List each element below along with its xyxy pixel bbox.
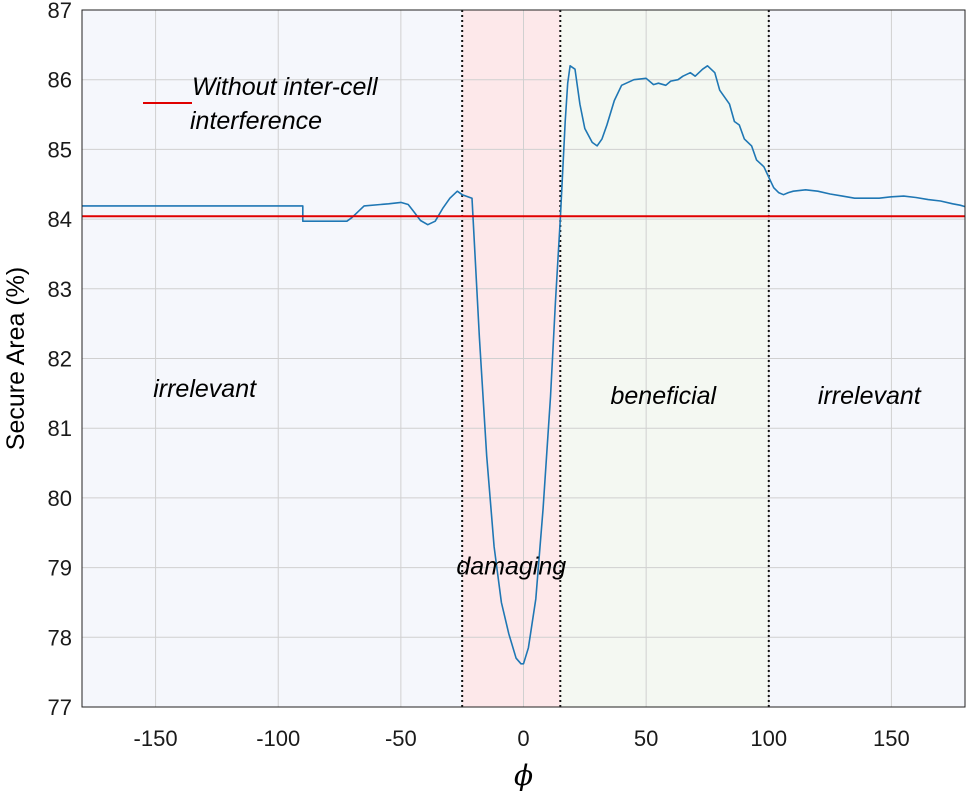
region-labels: irrelevant damaging beneficial irrelevant [153,375,922,581]
y-tick-label: 85 [48,137,72,162]
y-tick-label: 83 [48,277,72,302]
region-label-damaging: damaging [456,553,566,581]
legend-entry: Without inter-cell interference [190,73,379,135]
x-axis-label: ϕ [514,759,533,792]
x-tick-label: 0 [517,726,529,751]
tick-labels: -150 -100 -50 0 50 100 150 77 78 79 80 81 82 83 84 85 86… [48,0,910,751]
x-tick-label: 150 [873,726,910,751]
series-layer [82,65,966,665]
y-tick-label: 77 [48,695,72,720]
y-tick-label: 81 [48,416,72,441]
y-tick-label: 87 [48,0,72,23]
x-tick-label: -150 [134,726,178,751]
y-tick-label: 79 [48,556,72,581]
legend-entry-line: interference [190,107,322,135]
y-tick-label: 86 [48,68,72,93]
region-label-beneficial: beneficial [610,382,717,410]
grid-lines [82,9,965,708]
y-tick-label: 80 [48,486,72,511]
y-tick-label: 84 [48,207,72,232]
legend-entry-line: Without inter-cell [192,73,379,101]
legend: Without inter-cell interference [143,73,379,135]
x-tick-label: 100 [750,726,787,751]
x-tick-label: 50 [634,726,658,751]
region-label-irrelevant: irrelevant [818,382,922,410]
region-label-irrelevant: irrelevant [153,375,257,403]
y-tick-label: 78 [48,625,72,650]
x-tick-label: -100 [256,726,300,751]
plot-frame [81,9,966,708]
y-axis-label: Secure Area (%) [2,267,30,450]
series-line [82,65,966,665]
y-tick-label: 82 [48,347,72,372]
plot-border [81,9,966,708]
region-boundaries [461,10,770,707]
x-tick-label: -50 [385,726,417,751]
